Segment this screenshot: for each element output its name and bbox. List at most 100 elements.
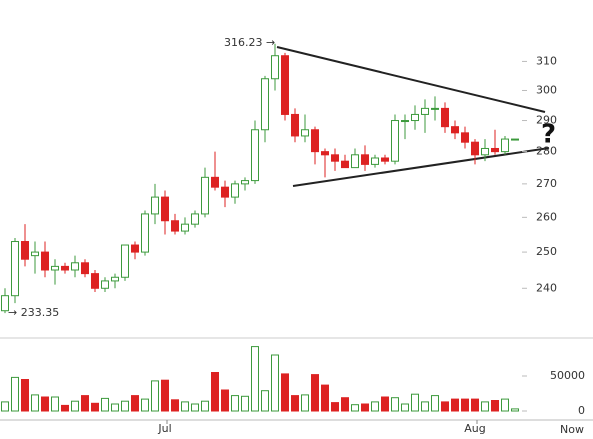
volume-bar	[301, 394, 309, 412]
candle-body	[41, 251, 49, 271]
annotation: ?	[541, 120, 556, 150]
candle-body	[21, 241, 29, 260]
candle-body	[151, 196, 159, 215]
y-tick-label: 310	[536, 54, 557, 67]
candle-body	[421, 107, 429, 115]
candle-body	[441, 107, 449, 128]
volume-bar	[1, 401, 9, 412]
y-tick-label: 280	[536, 145, 557, 158]
candle-body	[111, 276, 119, 282]
volume-bar	[411, 393, 419, 412]
volume-bar	[51, 396, 59, 412]
candle-body	[141, 213, 149, 253]
volume-bar	[481, 401, 489, 412]
x-tick-label: Aug	[464, 422, 485, 435]
candle-body	[251, 129, 259, 182]
candle-body	[451, 126, 459, 134]
candle-body	[401, 120, 409, 123]
candle-body	[71, 262, 79, 271]
candle-body	[291, 113, 299, 137]
volume-bar	[111, 403, 119, 412]
volume-bar	[381, 396, 389, 412]
candle-body	[241, 180, 249, 185]
candle-body	[261, 78, 269, 131]
volume-bar	[291, 395, 299, 412]
volume-bar	[171, 399, 179, 412]
candle-body	[341, 160, 349, 169]
volume-bar	[231, 395, 239, 412]
candle-body	[51, 265, 59, 271]
candle-body	[161, 196, 169, 222]
volume-bar	[201, 400, 209, 412]
volume-bar	[331, 402, 339, 412]
volume-bar	[21, 379, 29, 412]
candle-body	[31, 251, 39, 257]
candle-body	[171, 220, 179, 232]
volume-bar	[81, 395, 89, 412]
volume-bar	[71, 400, 79, 412]
volume-bar	[441, 401, 449, 412]
annotation: 316.23 →	[224, 36, 275, 49]
y-tick-label: 240	[536, 281, 557, 294]
volume-bar	[11, 376, 19, 412]
candle-body	[481, 147, 489, 156]
y-tick-label: 50000	[550, 369, 585, 382]
y-tick-label: 270	[536, 177, 557, 190]
volume-bar	[91, 402, 99, 412]
volume-bar	[191, 403, 199, 412]
candle-body	[231, 183, 239, 198]
y-tick-label: 300	[536, 83, 557, 96]
candle-body	[131, 244, 139, 253]
volume-bar	[151, 380, 159, 412]
trend-line	[292, 147, 550, 187]
volume-bar	[501, 398, 509, 412]
volume-bar	[251, 346, 259, 412]
candle-body	[11, 241, 19, 297]
volume-bar	[41, 396, 49, 412]
candle-body	[61, 265, 69, 271]
volume-bar	[471, 398, 479, 412]
candle-body	[221, 186, 229, 198]
candle-body	[411, 113, 419, 122]
candle-body	[271, 55, 279, 80]
candle-body	[501, 138, 509, 153]
volume-bar	[101, 397, 109, 412]
volume-bar	[31, 394, 39, 412]
volume-bar	[211, 372, 219, 412]
volume-bar	[351, 404, 359, 412]
volume-bar	[431, 395, 439, 412]
candle-body	[211, 176, 219, 188]
annotation: → 233.35	[8, 306, 59, 319]
trend-line	[276, 46, 546, 113]
volume-bar	[371, 401, 379, 412]
y-tick-label: 260	[536, 210, 557, 223]
volume-bar	[451, 398, 459, 412]
volume-bar	[421, 401, 429, 412]
candle-body	[371, 157, 379, 165]
volume-bar	[321, 384, 329, 412]
candle-body	[81, 262, 89, 275]
volume-bar	[391, 397, 399, 412]
candle-body	[191, 213, 199, 225]
candle-body	[381, 157, 389, 162]
candle-body	[301, 129, 309, 137]
volume-bar	[511, 408, 519, 412]
candle-body	[101, 280, 109, 289]
volume-bar	[221, 389, 229, 412]
candle-body	[491, 147, 499, 153]
candle-body	[511, 138, 519, 141]
candle-body	[461, 132, 469, 143]
candle-body	[351, 154, 359, 169]
y-tick-label: 250	[536, 245, 557, 258]
volume-bar	[261, 390, 269, 412]
volume-bar	[271, 354, 279, 412]
candle-body	[181, 223, 189, 232]
volume-bar	[361, 403, 369, 412]
candle-body	[331, 154, 339, 162]
candle-body	[361, 154, 369, 165]
candle-body	[471, 141, 479, 156]
volume-bar	[181, 401, 189, 412]
volume-bar	[61, 404, 69, 412]
x-tick-label: Jul	[157, 422, 171, 435]
